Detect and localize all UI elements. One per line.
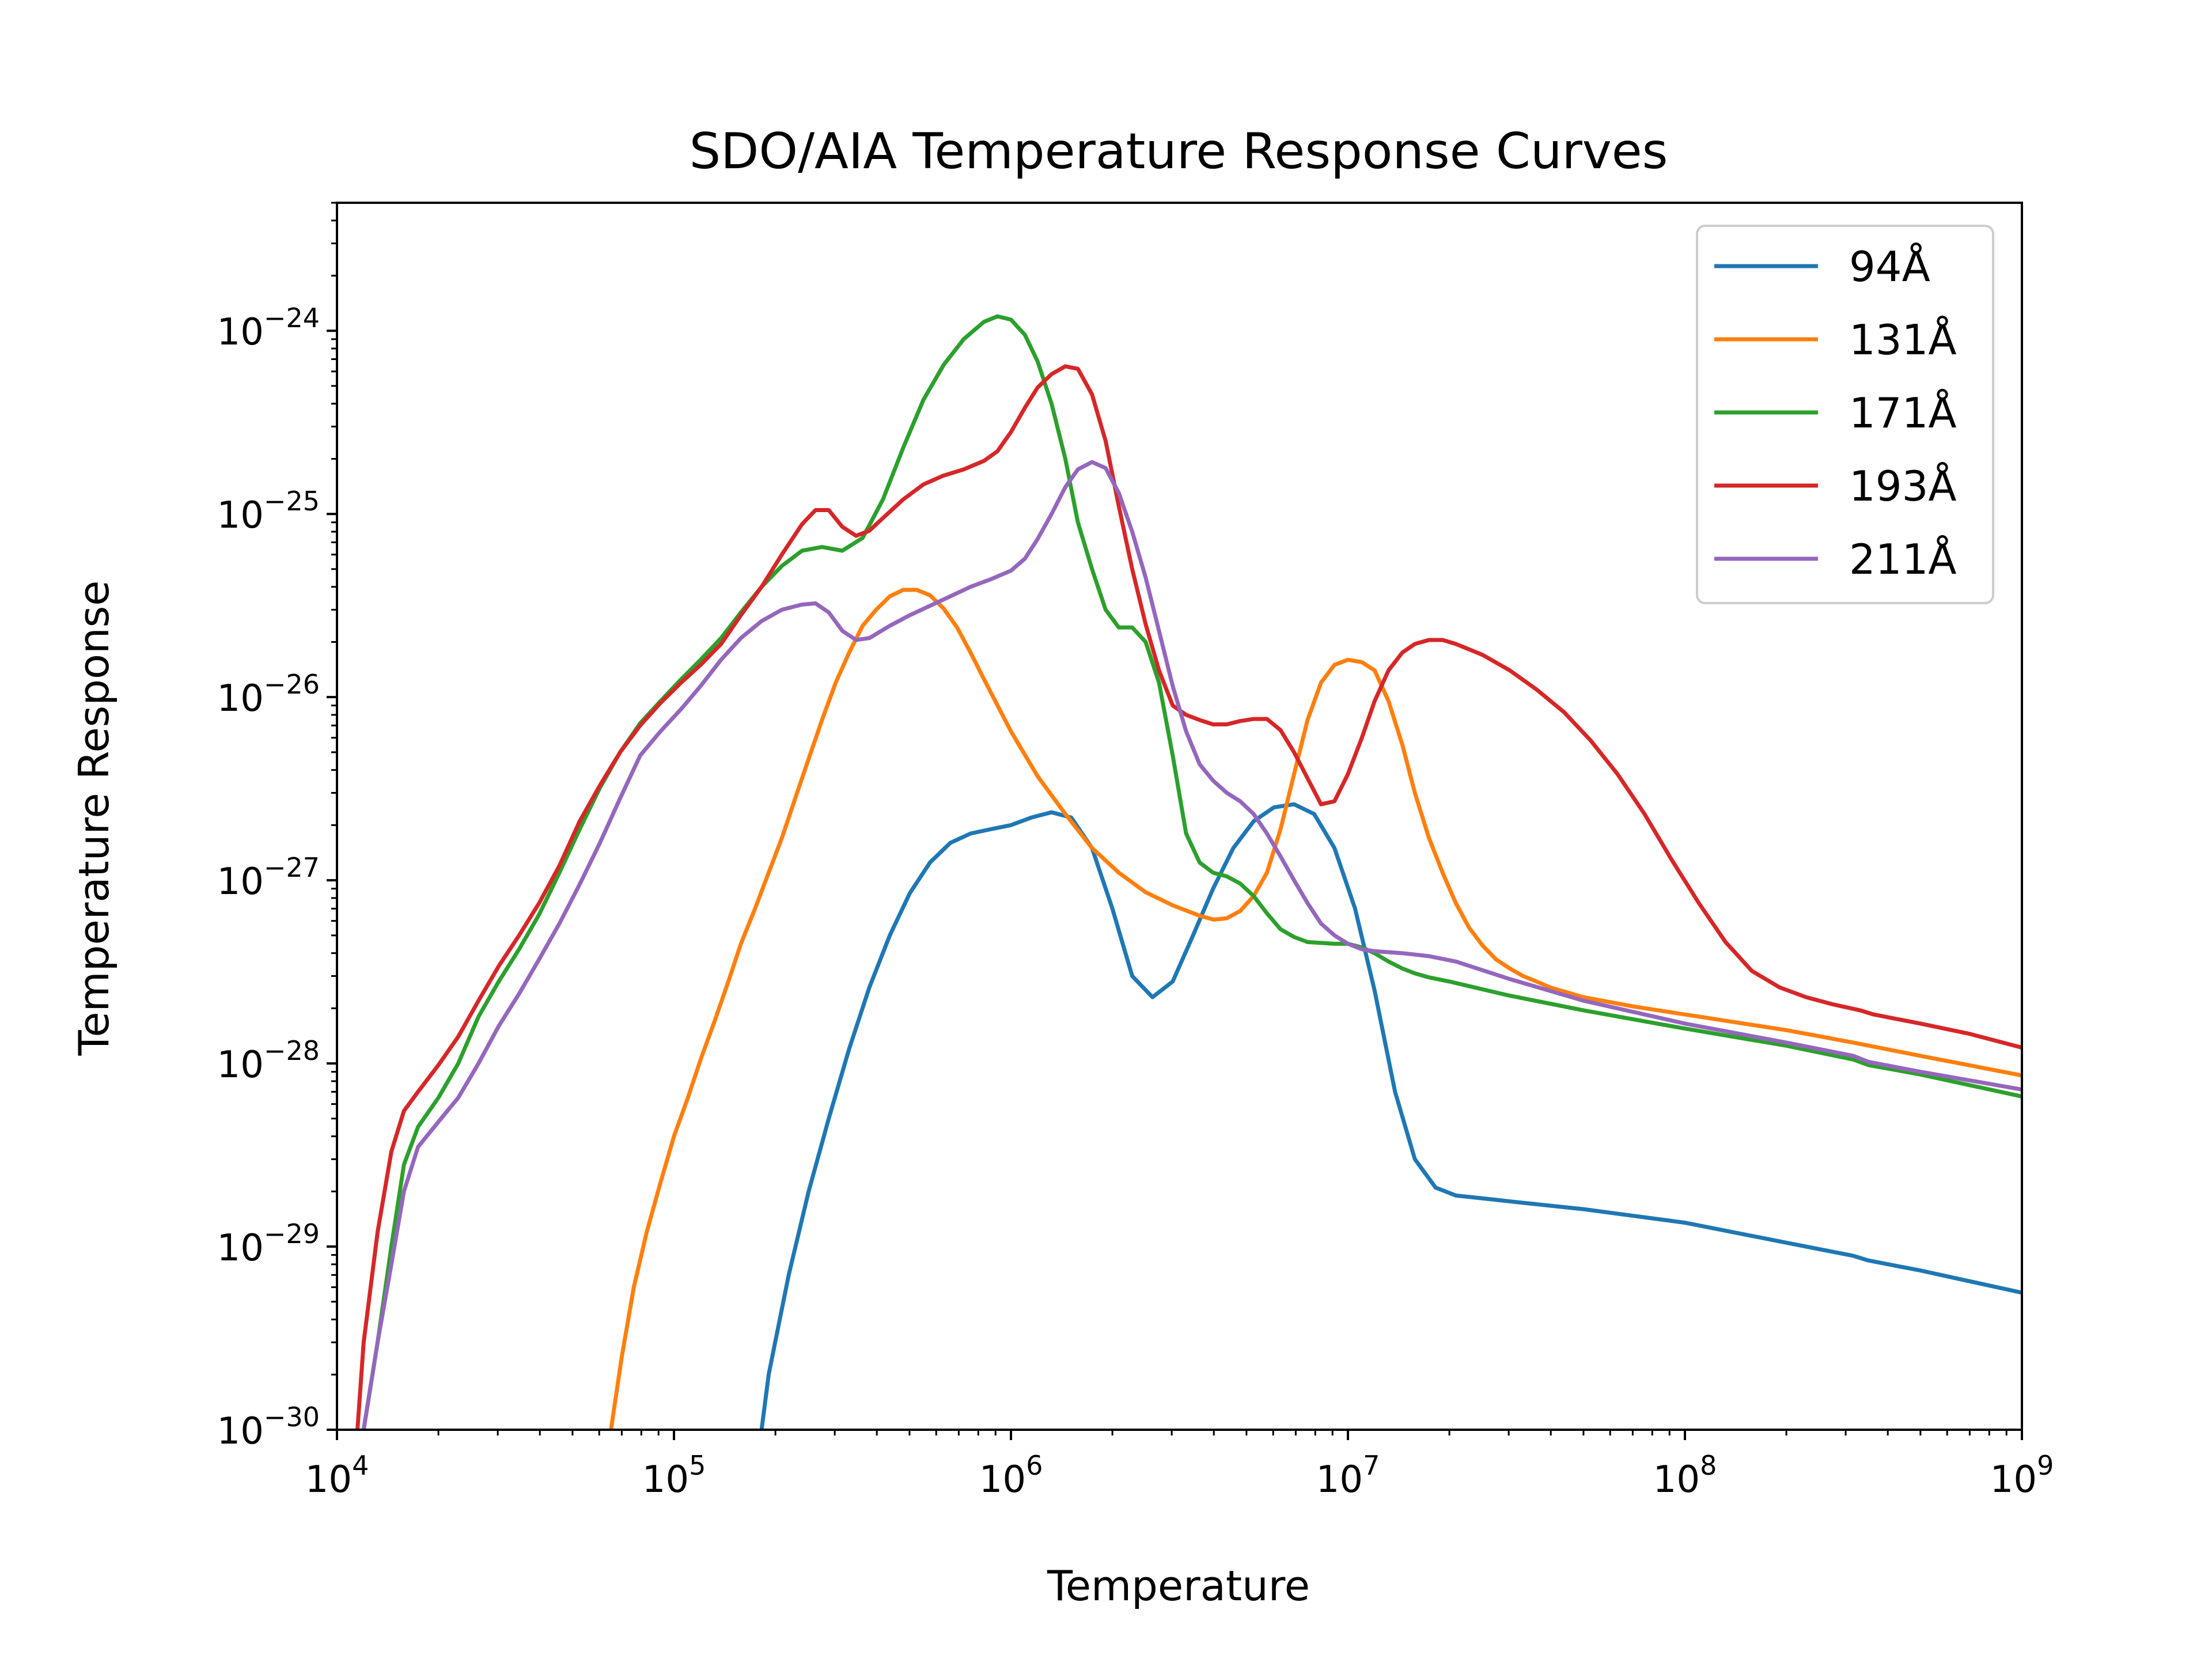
x-tick-label: 105 [642, 1450, 706, 1501]
y-tick-label: 10−30 [217, 1402, 320, 1453]
series-line-5 [361, 460, 2022, 1430]
legend-label: 193Å [1849, 462, 1957, 510]
y-tick-label: 10−24 [217, 302, 320, 354]
x-axis: 104 105 106 107 108 109 [305, 1430, 2054, 1501]
x-tick-label: 108 [1653, 1450, 1717, 1501]
series-layer [355, 314, 2022, 1430]
x-tick-label: 106 [979, 1450, 1043, 1501]
series-line-1 [759, 802, 2022, 1430]
legend-label: 211Å [1849, 535, 1957, 584]
x-tick-label: 104 [305, 1450, 369, 1501]
legend: 94Å 131Å 171Å 193Å 211Å [1696, 225, 1994, 604]
chart-title: SDO/AIA Temperature Response Curves [690, 123, 1668, 180]
series-line-4 [355, 364, 2022, 1430]
y-axis: 10−30 10−29 10−28 10−27 10−26 10−25 10−24 [217, 202, 337, 1453]
series-line-3 [361, 314, 2022, 1430]
y-tick-label: 10−28 [217, 1035, 320, 1086]
series-line-2 [609, 588, 2022, 1430]
x-tick-label: 109 [1990, 1450, 2054, 1501]
y-tick-label: 10−25 [217, 486, 320, 537]
x-axis-label: Temperature [1047, 1562, 1310, 1610]
y-axis-label: Temperature Response [70, 581, 118, 1056]
legend-label: 94Å [1849, 243, 1930, 291]
y-tick-label: 10−27 [217, 852, 320, 903]
plot-frame [336, 202, 2023, 1431]
x-tick-label: 107 [1316, 1450, 1380, 1501]
y-tick-label: 10−26 [217, 669, 320, 720]
y-tick-label: 10−29 [217, 1218, 320, 1270]
legend-box [1696, 225, 1994, 604]
legend-label: 131Å [1849, 316, 1957, 364]
legend-label: 171Å [1849, 389, 1957, 437]
